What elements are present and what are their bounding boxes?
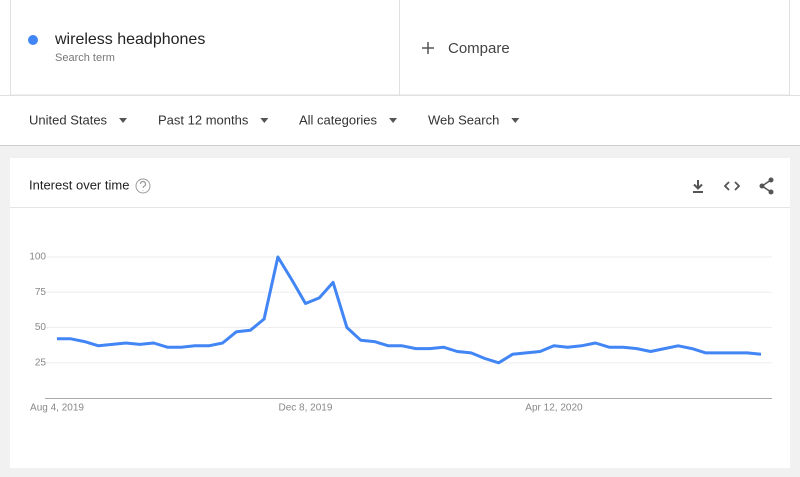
dropdown-arrow bbox=[389, 118, 398, 123]
dropdown-arrow bbox=[260, 118, 269, 123]
filter-label[interactable]: Past 12 months bbox=[158, 112, 249, 127]
help-mark bbox=[139, 180, 147, 191]
y-tick-label: 100 bbox=[29, 252, 46, 263]
term-dot bbox=[28, 35, 38, 45]
term-label: wireless headphones bbox=[54, 31, 205, 48]
y-tick-label: 25 bbox=[35, 357, 47, 368]
filter-label[interactable]: United States bbox=[29, 112, 108, 127]
download-icon[interactable] bbox=[693, 180, 703, 193]
share-dot bbox=[768, 189, 774, 195]
term-card[interactable] bbox=[10, 0, 400, 96]
filter-label[interactable]: Web Search bbox=[428, 112, 499, 127]
x-tick-label: Aug 4, 2019 bbox=[30, 403, 84, 414]
help-icon[interactable] bbox=[135, 178, 151, 194]
share-dot bbox=[759, 183, 765, 189]
x-tick-label: Dec 8, 2019 bbox=[279, 403, 333, 414]
embed-icon[interactable] bbox=[723, 181, 741, 191]
compare-label[interactable]: Compare bbox=[448, 40, 510, 57]
filter-label[interactable]: All categories bbox=[299, 112, 378, 127]
y-tick-label: 75 bbox=[35, 287, 47, 298]
chart-title: Interest over time bbox=[29, 177, 129, 192]
dropdown-arrow bbox=[511, 118, 520, 123]
plus-icon bbox=[422, 42, 434, 54]
trend-line bbox=[57, 255, 762, 365]
x-tick-label: Apr 12, 2020 bbox=[525, 403, 583, 414]
chart-card bbox=[10, 158, 790, 468]
y-tick-label: 50 bbox=[35, 322, 47, 333]
compare-card[interactable] bbox=[399, 0, 790, 96]
term-sublabel: Search term bbox=[55, 52, 115, 64]
share-dot bbox=[768, 177, 774, 183]
dropdown-arrow bbox=[119, 118, 128, 123]
